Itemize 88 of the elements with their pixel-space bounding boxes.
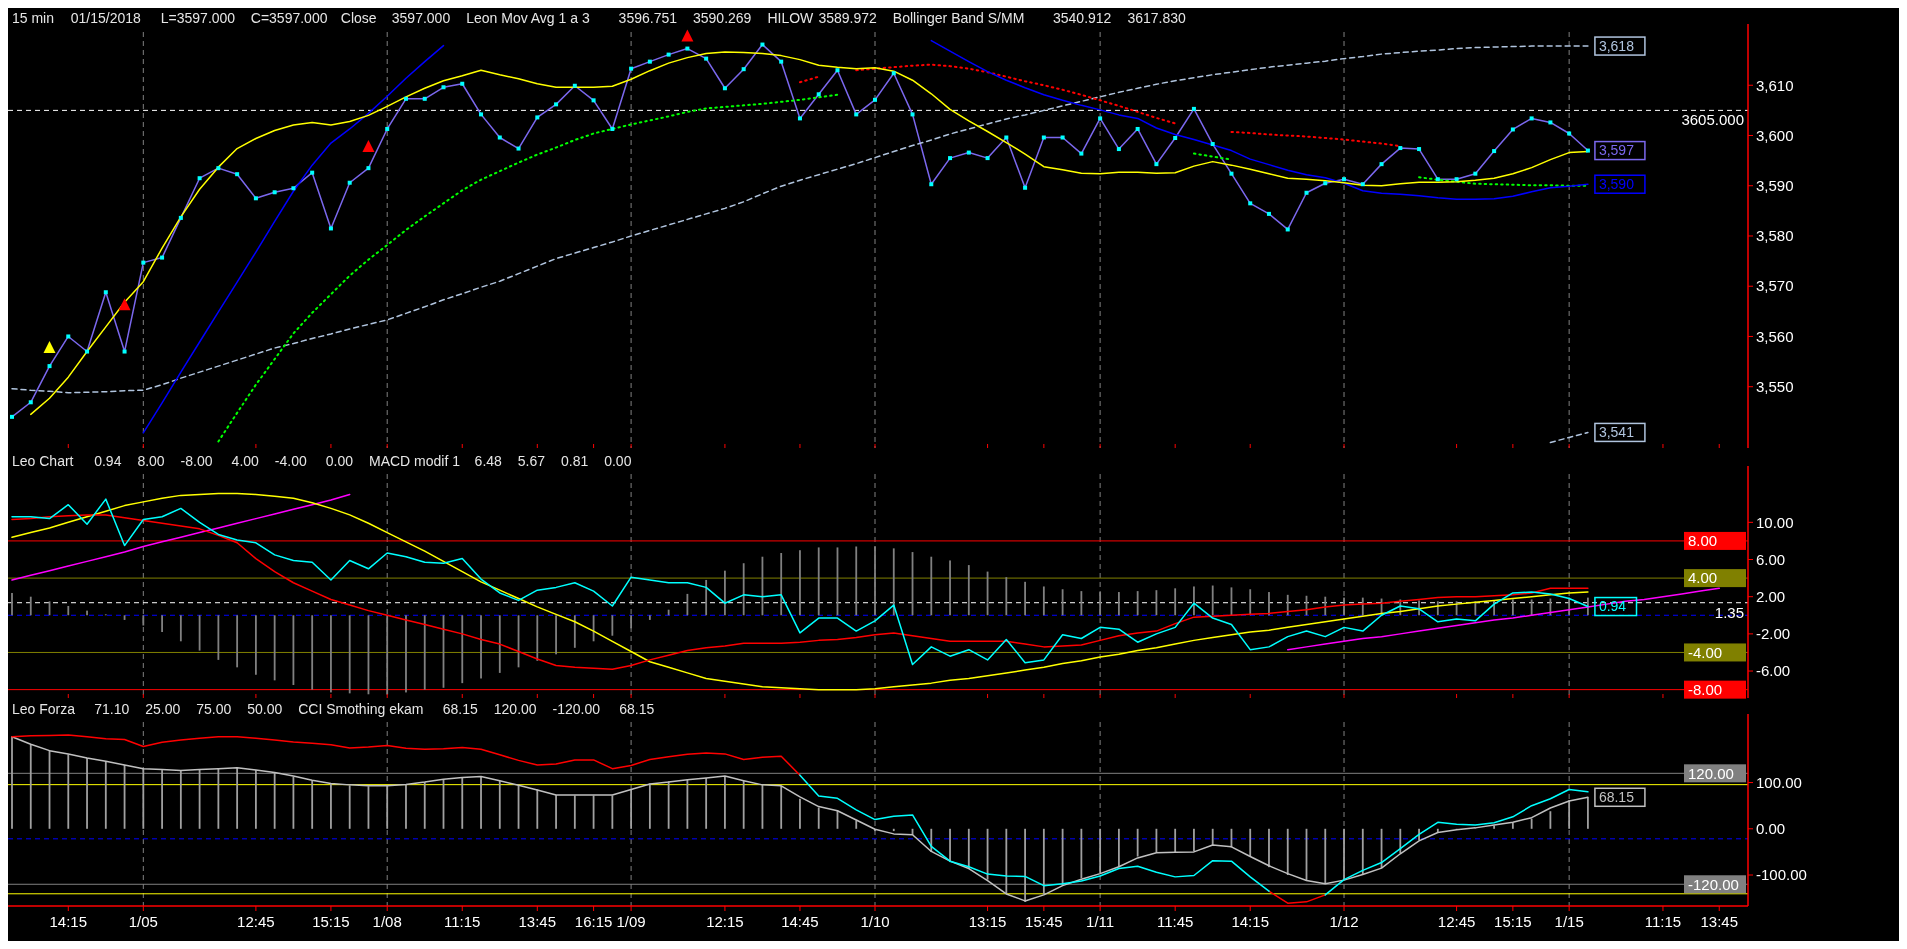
x-tick-label: 12:15 xyxy=(706,913,744,930)
x-tick-label: 11:15 xyxy=(1644,913,1682,930)
data-label: 3,597 xyxy=(1598,142,1635,159)
text: 4.00 xyxy=(231,453,260,469)
text: CCI Smothing ekam xyxy=(298,701,424,717)
x-tick-label: 13:45 xyxy=(1700,913,1739,930)
x-tick-label: 1/05 xyxy=(128,913,158,930)
x-tick-label: 15:15 xyxy=(312,913,350,930)
text: 25.00 xyxy=(145,701,181,717)
y-tick-label: 3,570 xyxy=(1756,277,1794,295)
y-tick-label: 3,600 xyxy=(1756,126,1794,144)
text: Leon Mov Avg 1 a 3 xyxy=(466,10,590,26)
text: 15 min xyxy=(12,10,55,26)
text: 5.67 xyxy=(517,453,546,469)
y-tick-label: -2.00 xyxy=(1756,625,1791,643)
text: MACD modif 1 xyxy=(369,453,461,469)
y-tick-label: 2.00 xyxy=(1756,587,1786,605)
x-tick-label: 12:45 xyxy=(1437,913,1476,930)
ref-line-label: -120.00 xyxy=(1688,875,1739,893)
text: 120.00 xyxy=(493,701,537,717)
x-tick-label: 14:15 xyxy=(1231,913,1269,930)
y-tick-label: 0.00 xyxy=(1756,820,1786,838)
x-tick-label: 1/11 xyxy=(1086,913,1115,930)
text: 0.00 xyxy=(604,453,632,469)
y-tick-label: 10.00 xyxy=(1756,513,1794,531)
x-tick-label: 1/10 xyxy=(860,913,890,930)
text: Leo Forza xyxy=(12,701,76,717)
text: 3540.912 xyxy=(1053,10,1112,26)
ref-line-label: -8.00 xyxy=(1688,680,1723,698)
x-tick-label: 13:45 xyxy=(518,913,557,930)
y-tick-label: 3,550 xyxy=(1756,377,1794,395)
text: Bollinger Band S/MM xyxy=(892,10,1025,26)
x-tick-label: 14:45 xyxy=(781,913,819,930)
x-tick-label: 13:15 xyxy=(968,913,1007,930)
text: 3590.269 xyxy=(693,10,752,26)
x-tick-label: 11:45 xyxy=(1156,913,1194,930)
text: Close xyxy=(340,10,377,26)
text: 75.00 xyxy=(196,701,232,717)
text: 0.81 xyxy=(561,453,589,469)
x-tick-label: 15:15 xyxy=(1494,913,1532,930)
text: 3617.830 xyxy=(1127,10,1187,26)
text: 0.00 xyxy=(325,453,354,469)
data-label: 68.15 xyxy=(1598,789,1635,806)
text: 71.10 xyxy=(94,701,130,717)
y-tick-label: -6.00 xyxy=(1756,662,1791,680)
data-label: 3,541 xyxy=(1598,424,1635,441)
y-tick-label: 3,610 xyxy=(1756,76,1794,94)
data-label: 3,590 xyxy=(1598,176,1635,193)
data-label: 3,618 xyxy=(1598,37,1635,54)
y-tick-label: 100.00 xyxy=(1756,773,1802,791)
ref-line-label: 1.35 xyxy=(1714,603,1744,621)
text: 6.48 xyxy=(474,453,503,469)
ref-line-label: 3605.000 xyxy=(1681,111,1744,129)
x-tick-label: 12:45 xyxy=(237,913,275,930)
ref-line-label: -4.00 xyxy=(1688,643,1723,661)
ref-line-label: 120.00 xyxy=(1688,764,1734,782)
text: -120.00 xyxy=(552,701,601,717)
ref-line-label: 4.00 xyxy=(1688,569,1718,587)
y-tick-label: 3,560 xyxy=(1756,327,1794,345)
x-tick-label: 14:15 xyxy=(49,913,88,930)
x-tick-label: 1/09 xyxy=(616,913,646,930)
x-tick-label: 11:15 xyxy=(444,913,481,930)
text: HILOW xyxy=(767,10,815,26)
text: 50.00 xyxy=(247,701,283,717)
text: 68.15 xyxy=(619,701,655,717)
text: 8.00 xyxy=(137,453,165,469)
x-tick-label: 15:45 xyxy=(1025,913,1063,930)
text: 3589.972 xyxy=(818,10,878,26)
text: 68.15 xyxy=(442,701,479,717)
y-tick-label: 3,590 xyxy=(1756,176,1794,194)
y-tick-label: 6.00 xyxy=(1756,550,1786,568)
data-label: 0.94 xyxy=(1598,598,1627,615)
text: -4.00 xyxy=(274,453,307,469)
ref-line-label: 8.00 xyxy=(1688,532,1718,550)
text: 3597.000 xyxy=(391,10,451,26)
x-tick-label: 1/08 xyxy=(372,913,402,930)
text: 3596.751 xyxy=(618,10,678,26)
x-tick-label: 1/12 xyxy=(1329,913,1359,930)
text: Leo Chart xyxy=(12,453,74,469)
x-tick-label: 1/15 xyxy=(1554,913,1584,930)
x-tick-label: 16:15 xyxy=(574,913,613,930)
y-tick-label: 3,580 xyxy=(1756,227,1794,245)
text: -8.00 xyxy=(180,453,213,469)
text: 0.94 xyxy=(94,453,122,469)
y-tick-label: -100.00 xyxy=(1756,866,1807,884)
text: 01/15/2018 xyxy=(70,10,142,26)
text: L=3597.000 xyxy=(160,10,236,26)
text: C=3597.000 xyxy=(250,10,328,26)
